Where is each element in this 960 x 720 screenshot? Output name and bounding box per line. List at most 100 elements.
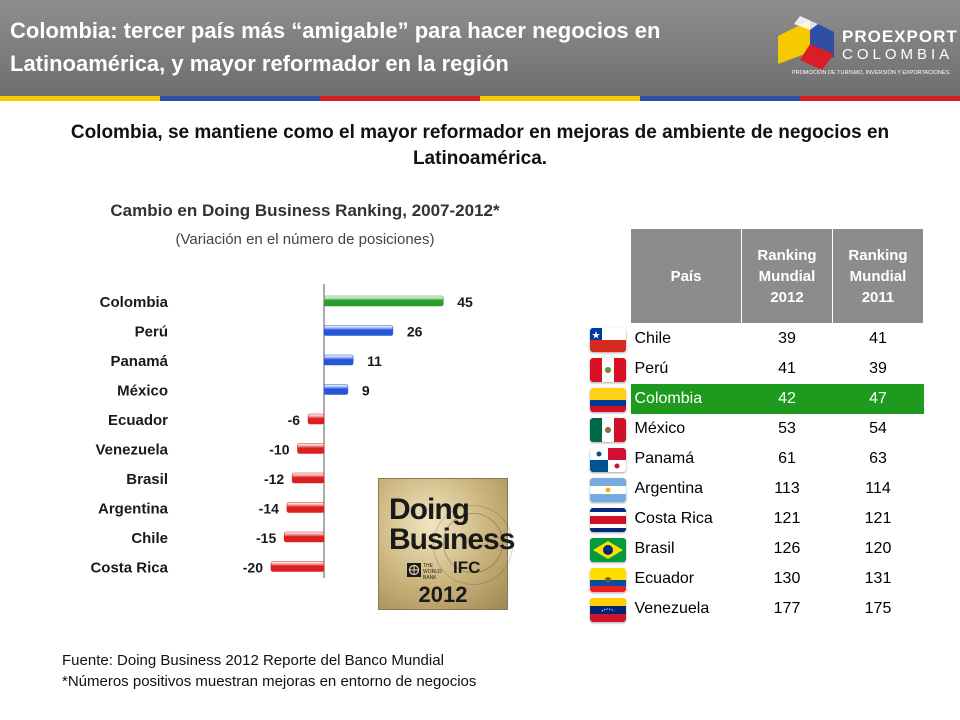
ranking-2011-cell: 175	[864, 599, 892, 617]
data-label: -20	[243, 560, 263, 576]
ranking-2012-cell: 42	[741, 383, 833, 414]
data-label: -14	[259, 501, 279, 517]
positive-numbers-note: *Números positivos muestran mejoras en e…	[62, 673, 477, 690]
ranking-2011-cell: 114	[865, 479, 891, 497]
mexico-flag-icon	[590, 418, 626, 442]
header-color-stripe	[0, 96, 960, 101]
category-label: Chile	[131, 530, 168, 547]
stripe-segment	[640, 96, 800, 101]
table-row: Chile 39 41	[631, 324, 924, 354]
table-row: Brasil 126 120	[631, 534, 924, 564]
proexport-logo-icon	[778, 16, 834, 70]
ranking-2012-cell: 113	[774, 479, 800, 497]
bar	[291, 472, 325, 484]
page-subtitle: Colombia, se mantiene como el mayor refo…	[70, 122, 890, 169]
data-label: -15	[256, 530, 276, 546]
category-label: Argentina	[98, 501, 169, 518]
stripe-segment	[800, 96, 960, 101]
category-label: Brasil	[126, 471, 168, 488]
country-cell: Ecuador	[634, 569, 695, 587]
country-cell: Chile	[634, 329, 671, 347]
chart-subtitle: (Variación en el número de posiciones)	[175, 231, 435, 248]
proexport-logo: PROEXPORT COLOMBIA PROMOCIÓN DE TURISMO,…	[770, 10, 958, 88]
ranking-2011-cell: 131	[864, 569, 892, 587]
ranking-2011-cell: 54	[869, 419, 887, 437]
bar	[323, 325, 394, 336]
ranking-2012-cell: 41	[778, 359, 796, 377]
data-label: 9	[362, 383, 370, 399]
peru-flag-icon	[590, 358, 626, 382]
ranking-2011-cell: 47	[832, 383, 924, 414]
country-cell: Costa Rica	[634, 509, 713, 527]
world-bank-icon	[407, 563, 421, 577]
logo-tagline: PROMOCIÓN DE TURISMO, INVERSIÓN Y EXPORT…	[792, 70, 951, 76]
ranking-2011-cell: 39	[869, 359, 887, 377]
ranking-2012-cell: 130	[773, 569, 801, 587]
ecuador-flag-icon	[590, 568, 626, 592]
table-row: Venezuela 177 175	[631, 594, 924, 624]
stripe-segment	[160, 96, 320, 101]
table-row: México 53 54	[631, 414, 924, 444]
costa-rica-flag-icon	[590, 508, 626, 532]
category-label: Panamá	[110, 353, 168, 370]
table-row: Panamá 61 63	[631, 444, 924, 474]
colombia-flag-icon	[590, 388, 626, 412]
ranking-table: País Ranking Mundial 2012 Ranking Mundia…	[630, 228, 924, 624]
country-cell: Argentina	[634, 479, 704, 497]
chart-title: Cambio en Doing Business Ranking, 2007-2…	[110, 201, 500, 220]
table-header-row: País Ranking Mundial 2012 Ranking Mundia…	[630, 228, 924, 324]
logo-name: PROEXPORT	[842, 27, 958, 46]
logo-country: COLOMBIA	[842, 46, 954, 63]
chile-flag-icon	[590, 328, 626, 352]
country-cell: Panamá	[634, 449, 695, 467]
bar	[286, 502, 325, 513]
header-ranking-2012: Ranking Mundial 2012	[741, 228, 833, 324]
country-cell: Venezuela	[634, 599, 710, 617]
header-ranking-2011: Ranking Mundial 2011	[832, 228, 924, 324]
category-label: Costa Rica	[90, 560, 168, 577]
argentina-flag-icon	[590, 478, 626, 502]
ranking-2012-cell: 177	[773, 599, 801, 617]
venezuela-flag-icon	[590, 598, 626, 622]
table-row: Ecuador 130 131	[631, 564, 924, 594]
data-label: -12	[264, 471, 284, 487]
stripe-segment	[320, 96, 480, 101]
year-text: 2012	[418, 582, 468, 607]
bar	[283, 531, 325, 543]
table-body: Chile 39 41 Perú 41 39 Colombia 42 47 México 53 54 P…	[630, 324, 924, 624]
table-row: Costa Rica 121 121	[631, 504, 924, 534]
category-label: Ecuador	[108, 412, 168, 429]
country-cell: Perú	[634, 359, 669, 377]
stripe-segment	[480, 96, 640, 101]
ranking-2012-cell: 53	[778, 419, 796, 437]
data-label: 11	[367, 353, 382, 369]
source-note: Fuente: Doing Business 2012 Reporte del …	[62, 652, 444, 669]
bar	[323, 354, 354, 366]
data-label: -6	[288, 412, 301, 428]
footnotes: Fuente: Doing Business 2012 Reporte del …	[62, 650, 476, 692]
ranking-2011-cell: 121	[864, 509, 892, 527]
ranking-2011-cell: 63	[869, 449, 887, 467]
ranking-2012-cell: 39	[778, 329, 796, 347]
country-cell: Colombia	[630, 383, 742, 414]
page-title: Colombia: tercer país más “amigable” par…	[10, 18, 661, 76]
globe-decoration	[433, 505, 513, 585]
bar	[307, 413, 325, 425]
business-text: Business	[389, 523, 515, 556]
data-label: 45	[457, 294, 473, 310]
ranking-2012-cell: 61	[778, 449, 796, 467]
header-banner: Colombia: tercer país más “amigable” par…	[0, 0, 960, 101]
doing-text: Doing	[389, 493, 470, 526]
category-label: Venezuela	[95, 442, 168, 459]
bar	[323, 295, 444, 307]
category-label: México	[117, 383, 168, 400]
category-label: Perú	[135, 324, 168, 341]
country-cell: Brasil	[634, 539, 675, 557]
header-country: País	[630, 228, 742, 324]
doing-business-2012-cover: Doing Business THE WORLD BANK IFC 2012	[378, 478, 515, 610]
ranking-2011-cell: 120	[864, 539, 892, 557]
data-label: 26	[407, 324, 423, 340]
country-cell: México	[634, 419, 686, 437]
ifc-text: IFC	[453, 558, 481, 577]
table-row: Perú 41 39	[631, 354, 924, 384]
